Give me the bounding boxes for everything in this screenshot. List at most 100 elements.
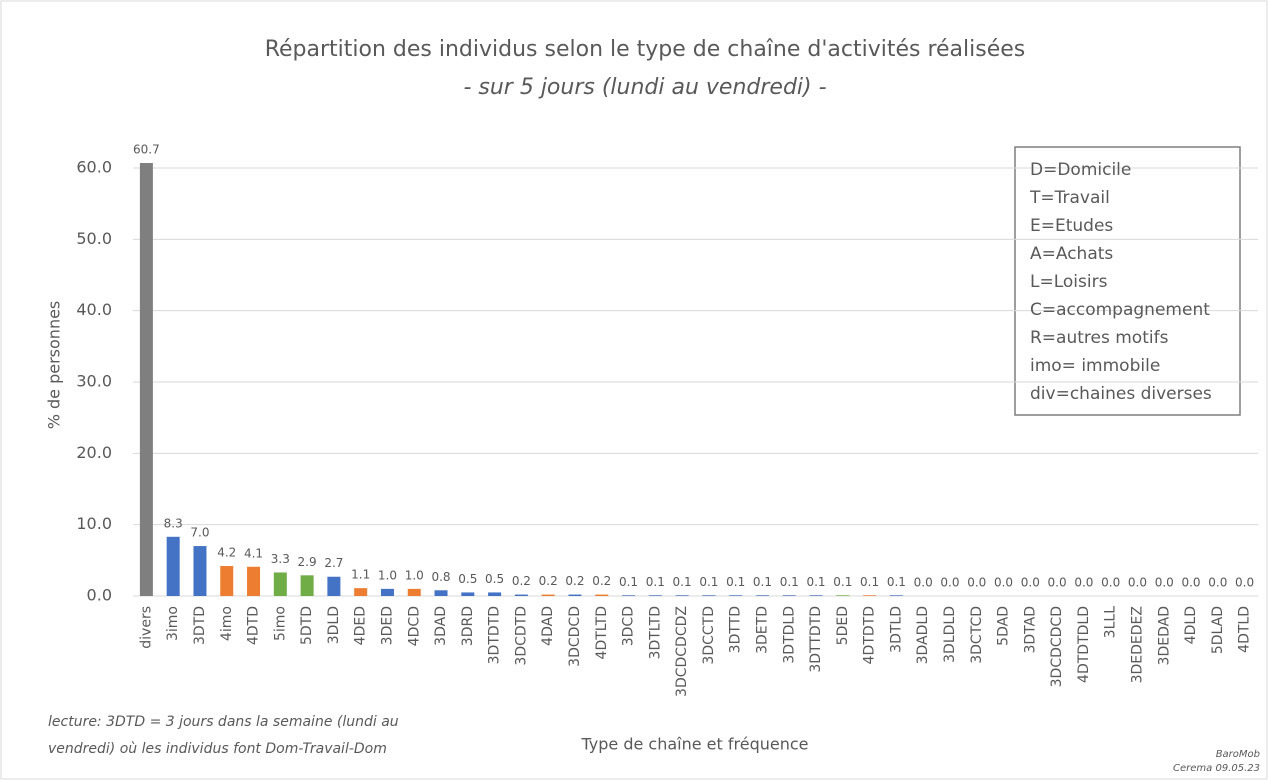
x-tick-label: 4imo [219,606,235,641]
legend-entry: C=accompagnement [1030,300,1210,320]
source: BaroMob [1216,749,1260,760]
data-label: 1.0 [378,568,397,582]
legend-entry: div=chaines diverses [1030,384,1212,404]
data-label: 0.2 [565,574,584,588]
x-tick-label: 4DTD [246,606,262,645]
data-label: 0.1 [646,575,665,589]
bar [675,595,689,596]
x-tick-label: 3DRD [460,606,476,646]
data-label: 60.7 [133,143,160,157]
data-label: 0.0 [967,576,986,590]
x-tick-label: 4DAD [540,606,556,646]
x-tick-label: 3DTTDTD [808,606,824,673]
data-label: 0.0 [1235,576,1254,590]
bar [514,594,528,596]
data-label: 0.1 [833,575,852,589]
data-label: 0.0 [1181,576,1200,590]
x-tick-label: 3DADLD [915,606,931,664]
data-label: 2.7 [324,556,343,570]
x-tick-label: 3DCTCD [969,606,985,664]
data-label: 0.0 [1155,576,1174,590]
bar [541,594,555,596]
data-label: 0.0 [1021,576,1040,590]
bar [889,595,903,596]
source: Cerema 09.05.23 [1173,763,1260,774]
chart-subtitle: - sur 5 jours (lundi au vendredi) - [463,75,826,100]
bar [809,595,823,596]
x-tick-label: 4DLD [1183,606,1199,644]
x-tick-label: 5DAD [996,606,1012,646]
data-label: 0.1 [726,575,745,589]
bar [434,590,448,596]
data-label: 0.0 [914,576,933,590]
legend-entry: imo= immobile [1030,356,1160,376]
x-tick-label: 3DAD [433,606,449,646]
x-tick-label: 4DTDTDLD [1076,606,1092,683]
y-tick-label: 10.0 [76,514,112,533]
data-label: 4.1 [244,546,263,560]
y-tick-label: 40.0 [76,300,112,319]
data-label: 4.2 [217,546,236,560]
bar [300,575,314,596]
data-label: 0.0 [1101,576,1120,590]
x-tick-label: 3DTTD [728,606,744,653]
data-label: 0.2 [512,574,531,588]
legend-entry: A=Achats [1030,244,1113,264]
x-tick-label: 3DCDCD [567,606,583,667]
data-label: 0.5 [485,572,504,586]
x-tick-label: 4DTDTD [862,606,878,664]
bar [327,576,341,596]
bar [568,594,582,596]
x-tick-label: 3DCDCDCD [1049,606,1065,687]
data-label: 0.1 [806,575,825,589]
bar [247,566,261,596]
note: vendredi) où les individus font Dom-Trav… [48,741,387,757]
data-label: 0.2 [539,574,558,588]
data-label: 0.0 [1208,576,1227,590]
x-tick-label: 3DCDTD [513,606,529,666]
x-tick-label: 3DLD [326,606,342,644]
data-label: 0.1 [860,575,879,589]
bar [595,594,609,596]
x-tick-label: 3DTDLD [781,606,797,664]
x-tick-label: 3DED [379,606,395,645]
x-tick-label: 3imo [165,606,181,641]
x-tick-label: 4DTLTD [594,606,610,659]
x-tick-label: 3DTDTD [487,606,503,664]
legend-entry: T=Travail [1029,188,1110,208]
data-label: 1.1 [351,568,370,582]
bar [193,546,207,596]
y-tick-label: 60.0 [76,158,112,177]
data-label: 0.0 [940,576,959,590]
y-tick-label: 30.0 [76,372,112,391]
x-tick-label: 3DETD [754,606,770,654]
x-tick-label: 3DTLD [888,606,904,653]
data-label: 0.1 [753,575,772,589]
x-tick-label: divers [138,606,154,649]
chart-title: Répartition des individus selon le type … [265,37,1026,62]
bar [273,572,287,596]
x-tick-label: 3DTD [192,606,208,645]
bar [380,588,394,596]
data-label: 0.0 [1048,576,1067,590]
legend-entry: R=autres motifs [1030,328,1169,348]
data-label: 0.1 [699,575,718,589]
data-label: 3.3 [271,552,290,566]
x-tick-label: 5DTD [299,606,315,645]
x-tick-label: 4DED [353,606,369,645]
data-label: 0.1 [619,575,638,589]
bar [407,588,421,596]
x-tick-label: 3DCDCDCDZ [674,606,690,697]
y-tick-label: 0.0 [87,586,112,605]
x-tick-label: 5DLAD [1210,606,1226,654]
data-label: 0.8 [431,570,450,584]
bar [702,595,716,596]
bar [354,588,368,596]
data-label: 0.0 [994,576,1013,590]
legend-box [1014,146,1241,416]
data-label: 8.3 [164,516,183,530]
x-tick-label: 4DTLD [1237,606,1253,653]
x-tick-label: 3DEDAD [1156,606,1172,665]
